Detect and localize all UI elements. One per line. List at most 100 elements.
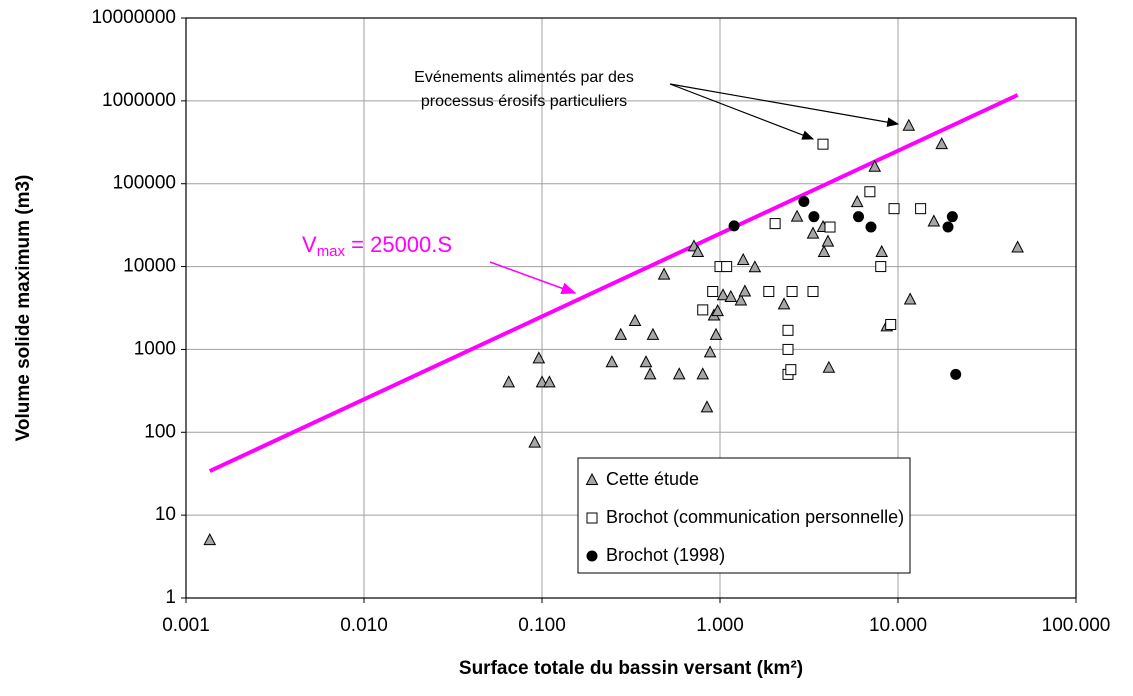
square-marker — [769, 218, 781, 230]
triangle-marker — [903, 292, 917, 305]
triangle-marker — [585, 472, 599, 485]
triangle-marker — [628, 313, 642, 327]
legend-label: Cette étude — [606, 469, 699, 489]
triangle-marker — [821, 234, 835, 247]
y-tick-label: 1000 — [134, 338, 176, 359]
triangle-marker — [543, 375, 556, 388]
y-tick-label: 1 — [165, 587, 176, 608]
legend-entries: Cette étude Brochot (communication person… — [585, 469, 904, 565]
triangle-marker — [935, 137, 949, 150]
triangle-marker — [850, 195, 864, 208]
circle-marker — [728, 220, 740, 232]
legend — [577, 457, 911, 574]
triangle-marker — [203, 533, 217, 546]
x-tick-label: 0.001 — [162, 615, 210, 636]
triangle-marker — [614, 327, 628, 340]
equation-sub: max — [317, 243, 346, 260]
triangle-marker — [806, 226, 820, 239]
triangle-marker — [709, 327, 723, 340]
circle-marker — [808, 211, 820, 223]
legend-label: Brochot (1998) — [606, 545, 725, 565]
marks — [203, 93, 1024, 546]
triangle-marker — [672, 367, 686, 380]
square-marker — [786, 286, 798, 298]
triangle-marker — [605, 355, 619, 368]
circle-marker — [853, 211, 865, 223]
y-tick-label: 1000000 — [102, 90, 176, 111]
square-marker — [885, 318, 897, 330]
triangle-marker — [643, 367, 657, 380]
legend-label: Brochot (communication personnelle) — [606, 507, 904, 527]
square-marker — [707, 286, 719, 298]
triangle-marker — [700, 400, 714, 413]
circle-marker — [798, 196, 810, 208]
triangle-marker — [691, 244, 705, 257]
triangle-marker — [696, 367, 710, 380]
triangle-marker — [817, 244, 831, 257]
annotation-arrow — [669, 83, 815, 140]
triangle-marker — [777, 297, 791, 310]
x-tick-label: 1.000 — [696, 615, 744, 636]
circle-marker — [946, 211, 958, 223]
triangle-marker — [646, 327, 660, 340]
square-marker — [782, 343, 794, 355]
square-marker — [697, 304, 709, 316]
triangle-marker — [724, 289, 738, 302]
square-marker — [586, 512, 598, 524]
triangle-marker — [875, 244, 889, 257]
square-marker — [782, 324, 794, 336]
y-axis-title: Volume solide maximum (m3) — [13, 175, 34, 442]
y-tick-label: 10000 — [123, 256, 176, 277]
triangle-marker — [703, 345, 717, 358]
square-marker — [763, 286, 775, 298]
circle-marker — [865, 221, 877, 233]
square-marker — [807, 286, 819, 298]
square-marker — [817, 138, 829, 150]
triangle-marker — [738, 284, 752, 297]
triangle-marker — [528, 435, 542, 448]
triangle-marker — [868, 159, 882, 172]
triangle-marker — [734, 293, 748, 306]
triangle-marker — [748, 260, 762, 273]
equation-arrow — [489, 261, 577, 295]
circle-marker — [586, 550, 598, 562]
annotation-arrow — [669, 83, 900, 127]
triangle-marker — [902, 118, 916, 131]
triangle-marker — [502, 375, 516, 388]
triangle-marker — [736, 252, 750, 266]
square-marker — [864, 186, 876, 198]
triangle-marker — [927, 214, 941, 227]
triangle-marker — [790, 209, 804, 222]
square-marker — [888, 203, 900, 215]
triangle-marker — [532, 351, 546, 364]
annotation-text: Evénements alimentés par des — [414, 69, 634, 86]
x-tick-label: 10.000 — [869, 615, 927, 636]
x-tick-label: 0.010 — [340, 615, 388, 636]
equation-rest: = 25000.S — [345, 232, 452, 257]
y-tick-label: 100 — [144, 421, 176, 442]
x-tick-label: 100.000 — [1042, 615, 1111, 636]
triangle-marker — [822, 360, 836, 373]
circle-marker — [942, 221, 954, 233]
x-tick-label: 0.100 — [518, 615, 566, 636]
square-marker — [785, 364, 797, 376]
y-tick-label: 100000 — [113, 173, 176, 194]
annotation-text: processus érosifs particuliers — [421, 93, 627, 110]
triangle-marker — [657, 267, 671, 280]
x-axis-title: Surface totale du bassin versant (km²) — [459, 658, 803, 679]
triangle-marker — [711, 304, 724, 317]
triangle-marker — [639, 355, 653, 368]
plot-frame — [185, 17, 1077, 599]
equation-label: Vmax = 25000.S — [302, 232, 452, 260]
fit-line — [208, 93, 1019, 473]
circle-marker — [950, 368, 962, 380]
square-marker — [875, 261, 887, 273]
triangle-marker — [1011, 240, 1024, 253]
square-marker — [915, 203, 927, 215]
square-marker — [824, 221, 836, 233]
y-tick-label: 10000000 — [91, 7, 176, 28]
y-tick-label: 10 — [155, 504, 176, 525]
square-marker — [721, 261, 733, 273]
triangle-marker — [716, 288, 730, 301]
